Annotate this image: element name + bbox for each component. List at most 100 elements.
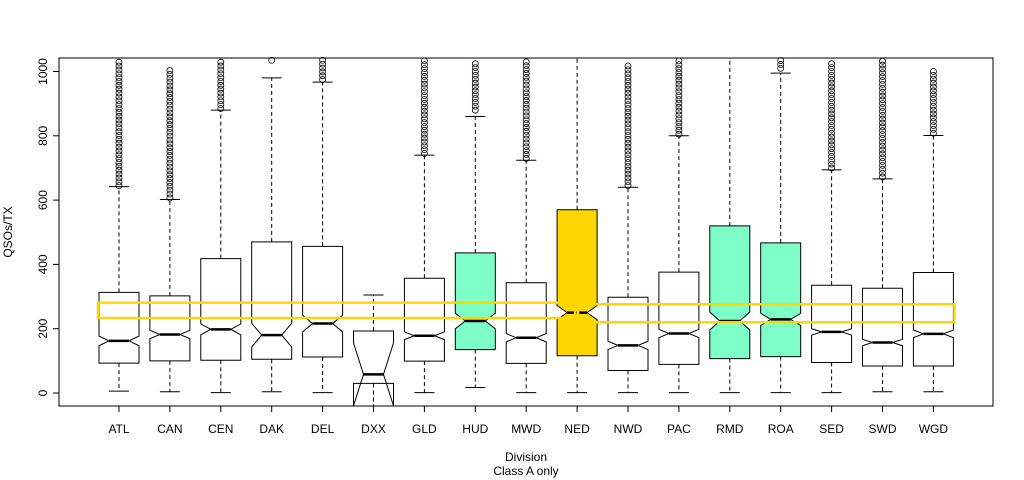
outlier-point xyxy=(115,128,123,136)
box-dak xyxy=(251,56,293,393)
outlier-point xyxy=(115,112,123,120)
outlier-point xyxy=(420,107,428,115)
outlier-point xyxy=(828,133,835,141)
outlier-point xyxy=(471,95,479,102)
outlier-point xyxy=(879,150,886,158)
outlier-point xyxy=(777,64,785,72)
outlier-point xyxy=(879,161,886,169)
outlier-point xyxy=(624,174,632,182)
outlier-point xyxy=(675,123,683,130)
x-tick-label-nwd: NWD xyxy=(614,422,643,436)
outlier-point xyxy=(115,97,123,105)
outlier-point xyxy=(166,78,174,86)
box-body xyxy=(760,242,802,358)
outlier-point xyxy=(828,79,835,87)
outlier-point xyxy=(879,84,886,92)
outlier-point xyxy=(115,147,123,155)
outlier-point xyxy=(828,137,835,145)
box-body xyxy=(149,295,191,362)
outlier-point xyxy=(522,100,530,108)
x-tick-label-atl: ATL xyxy=(108,422,129,436)
outlier-point xyxy=(675,103,683,111)
outlier-point xyxy=(879,123,886,131)
outlier-point xyxy=(879,77,886,84)
outlier-point xyxy=(879,92,886,100)
outlier-point xyxy=(420,61,428,69)
boxes-layer xyxy=(98,56,954,407)
outlier-point xyxy=(420,65,428,73)
outlier-point xyxy=(420,76,428,84)
outlier-point xyxy=(166,121,174,128)
outlier-point xyxy=(675,119,683,127)
outlier-point xyxy=(522,108,530,116)
outlier-point xyxy=(828,71,835,79)
outlier-point xyxy=(522,154,530,162)
outlier-point xyxy=(930,110,937,118)
outlier-point xyxy=(522,104,530,112)
outlier-point xyxy=(471,60,479,68)
outlier-point xyxy=(166,144,174,152)
outlier-point xyxy=(420,84,428,92)
outlier-point xyxy=(420,138,428,146)
outlier-point xyxy=(420,146,428,154)
outlier-point xyxy=(879,96,886,104)
outlier-point xyxy=(522,112,530,120)
outlier-point xyxy=(624,182,632,190)
outlier-point xyxy=(879,61,886,69)
outlier-point xyxy=(624,132,632,139)
outlier-point xyxy=(624,166,632,174)
outlier-point xyxy=(166,101,174,109)
box-mwd xyxy=(505,58,547,394)
outlier-point xyxy=(115,58,123,66)
box-body xyxy=(403,277,445,362)
median-bands-layer xyxy=(96,301,956,324)
outlier-point xyxy=(828,125,835,133)
outlier-point xyxy=(115,135,123,143)
outlier-point xyxy=(879,80,886,88)
outlier-point xyxy=(624,151,632,159)
outlier-point xyxy=(675,80,683,88)
outlier-point xyxy=(217,81,225,89)
outlier-point xyxy=(828,95,835,102)
x-tick-label-can: CAN xyxy=(157,422,182,436)
outlier-point xyxy=(930,79,937,87)
x-tick-label-hud: HUD xyxy=(462,422,488,436)
outlier-point xyxy=(879,158,886,165)
outlier-point xyxy=(420,99,428,107)
outlier-point xyxy=(624,112,632,120)
outlier-point xyxy=(166,152,174,159)
outlier-point xyxy=(319,76,327,83)
box-body xyxy=(98,291,140,364)
box-gld xyxy=(403,57,445,394)
box-body xyxy=(912,271,954,367)
box-atl xyxy=(98,58,140,392)
outlier-point xyxy=(115,139,123,147)
outlier-point xyxy=(675,88,683,96)
outlier-point xyxy=(420,111,428,119)
box-del xyxy=(302,56,344,394)
outlier-point xyxy=(471,98,479,106)
outlier-point xyxy=(166,132,174,140)
outlier-point xyxy=(420,130,428,138)
outlier-point xyxy=(828,149,835,156)
outlier-point xyxy=(166,109,174,117)
outlier-point xyxy=(624,105,632,112)
outlier-point xyxy=(166,113,174,121)
outlier-point xyxy=(879,127,886,135)
outlier-point xyxy=(828,156,835,164)
outlier-point xyxy=(166,155,174,163)
outlier-point xyxy=(319,68,327,76)
outlier-point xyxy=(471,91,479,99)
outlier-point xyxy=(624,178,632,186)
outlier-point xyxy=(930,68,937,75)
outlier-point xyxy=(522,73,530,81)
outlier-point xyxy=(319,72,327,80)
outlier-point xyxy=(217,62,225,70)
outlier-point xyxy=(115,151,123,159)
outlier-point xyxy=(115,120,123,128)
outlier-point xyxy=(471,64,479,72)
outlier-point xyxy=(471,106,479,114)
outlier-point xyxy=(115,85,123,93)
outlier-point xyxy=(522,62,530,70)
